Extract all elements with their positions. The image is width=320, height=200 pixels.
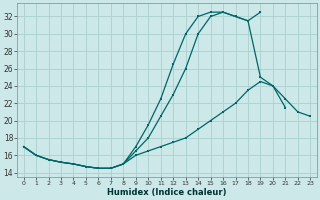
X-axis label: Humidex (Indice chaleur): Humidex (Indice chaleur)	[107, 188, 227, 197]
